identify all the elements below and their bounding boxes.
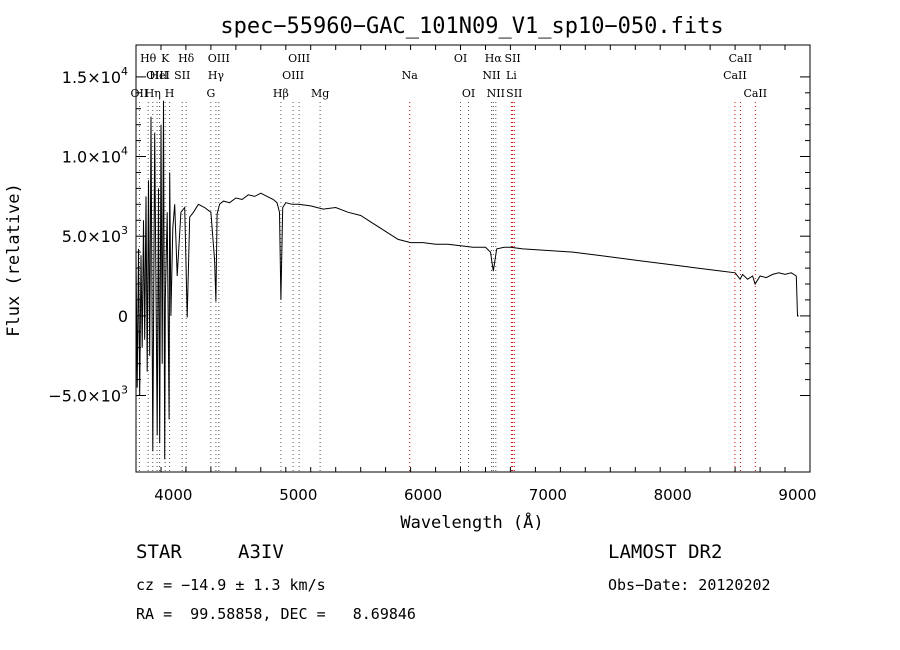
line-marker-label: Hγ [208,69,225,82]
line-marker-label: Hα [485,52,503,65]
line-marker-label: HeI [149,69,169,82]
line-marker-label: CaII [729,52,753,65]
x-tick-label: 8000 [654,486,692,504]
observation-date: Obs−Date: 20120202 [608,576,771,594]
line-marker-label: Mg [311,87,329,100]
line-marker-label: NII [487,87,505,100]
line-marker-label: Hδ [178,52,195,65]
line-marker-label: OIII [288,52,310,65]
coordinates: RA = 99.58858, DEC = 8.69846 [136,605,416,623]
line-marker-label: CaII [743,87,767,100]
line-marker-label: CaII [723,69,747,82]
line-marker-label: H [165,87,175,100]
object-subclass: A3IV [238,541,284,563]
x-tick-label: 7000 [529,486,567,504]
line-marker-label: NII [482,69,500,82]
line-marker-label: G [207,87,216,100]
line-marker-label: SII [174,69,190,82]
x-tick-label: 6000 [404,486,442,504]
line-marker-label: Hθ [140,52,157,65]
y-tick-label: 1.0×104 [62,145,128,167]
line-marker-label: SII [504,52,520,65]
axes: 4000 5000 6000 7000 8000 9000 −5.0×103 0 5.0×103… [48,45,817,504]
line-marker-label: OIII [146,69,168,82]
line-marker-label: K [161,52,170,65]
x-tick-label: 4000 [154,486,192,504]
chart-title: spec−55960−GAC_101N09_V1_sp10−050.fits [220,14,723,39]
y-tick-label: 0 [118,307,128,326]
x-tick-label: 5000 [279,486,317,504]
line-marker-label: Hβ [273,87,289,100]
y-tick-label: 5.0×103 [62,224,128,246]
spectrum-line [135,100,799,460]
y-tick-label: −5.0×103 [48,384,128,406]
line-marker-label: OI [454,52,467,65]
survey-name: LAMOST DR2 [608,541,723,563]
line-marker-label: Hη [145,87,161,100]
object-class: STAR [136,541,182,563]
y-tick-label: 1.5×104 [62,65,128,87]
line-marker-label: SII [506,87,522,100]
line-marker-label: Li [506,69,517,82]
line-marker-label: OII [131,87,149,100]
line-marker-label: Na [402,69,419,82]
plot-frame [135,44,811,473]
redshift-velocity: cz = −14.9 ± 1.3 km/s [136,576,326,594]
y-axis-label: Flux (relative) [4,183,24,337]
line-marker-label: OIII [282,69,304,82]
x-tick-label: 9000 [778,486,816,504]
line-marker-label: OI [462,87,475,100]
line-marker-label: OIII [208,52,230,65]
x-axis-label: Wavelength (Å) [400,511,543,533]
